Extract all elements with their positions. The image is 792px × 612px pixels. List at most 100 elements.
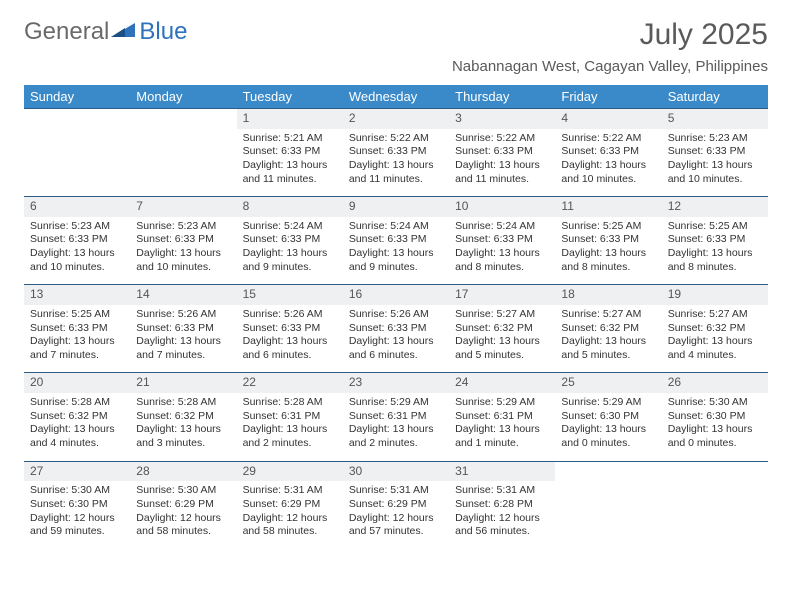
calendar-cell: 1Sunrise: 5:21 AMSunset: 6:33 PMDaylight… bbox=[237, 109, 343, 197]
sunrise-text: Sunrise: 5:28 AM bbox=[30, 396, 124, 410]
sunset-text: Sunset: 6:33 PM bbox=[561, 145, 655, 159]
sunrise-text: Sunrise: 5:25 AM bbox=[668, 220, 762, 234]
day-details: Sunrise: 5:31 AMSunset: 6:29 PMDaylight:… bbox=[237, 481, 343, 549]
day-number: 6 bbox=[24, 197, 130, 217]
day-number: 20 bbox=[24, 373, 130, 393]
sunrise-text: Sunrise: 5:28 AM bbox=[243, 396, 337, 410]
sunrise-text: Sunrise: 5:31 AM bbox=[243, 484, 337, 498]
day-details: Sunrise: 5:22 AMSunset: 6:33 PMDaylight:… bbox=[343, 129, 449, 197]
sunrise-text: Sunrise: 5:27 AM bbox=[668, 308, 762, 322]
day-details: Sunrise: 5:23 AMSunset: 6:33 PMDaylight:… bbox=[24, 217, 130, 285]
calendar-cell: 19Sunrise: 5:27 AMSunset: 6:32 PMDayligh… bbox=[662, 285, 768, 373]
day-details: Sunrise: 5:30 AMSunset: 6:29 PMDaylight:… bbox=[130, 481, 236, 549]
daylight-text: Daylight: 13 hours and 9 minutes. bbox=[243, 247, 337, 274]
calendar-cell: 31Sunrise: 5:31 AMSunset: 6:28 PMDayligh… bbox=[449, 461, 555, 549]
sunset-text: Sunset: 6:30 PM bbox=[561, 410, 655, 424]
daylight-text: Daylight: 13 hours and 0 minutes. bbox=[668, 423, 762, 450]
daylight-text: Daylight: 13 hours and 8 minutes. bbox=[455, 247, 549, 274]
sunset-text: Sunset: 6:29 PM bbox=[349, 498, 443, 512]
calendar-row: 13Sunrise: 5:25 AMSunset: 6:33 PMDayligh… bbox=[24, 285, 768, 373]
calendar-row: 27Sunrise: 5:30 AMSunset: 6:30 PMDayligh… bbox=[24, 461, 768, 549]
sunrise-text: Sunrise: 5:24 AM bbox=[243, 220, 337, 234]
sunset-text: Sunset: 6:33 PM bbox=[455, 145, 549, 159]
calendar-cell bbox=[24, 109, 130, 197]
day-number: 22 bbox=[237, 373, 343, 393]
day-number: 13 bbox=[24, 285, 130, 305]
sunset-text: Sunset: 6:33 PM bbox=[243, 145, 337, 159]
daylight-text: Daylight: 13 hours and 8 minutes. bbox=[668, 247, 762, 274]
calendar-cell: 29Sunrise: 5:31 AMSunset: 6:29 PMDayligh… bbox=[237, 461, 343, 549]
calendar-cell: 13Sunrise: 5:25 AMSunset: 6:33 PMDayligh… bbox=[24, 285, 130, 373]
daylight-text: Daylight: 12 hours and 58 minutes. bbox=[136, 512, 230, 539]
daylight-text: Daylight: 13 hours and 0 minutes. bbox=[561, 423, 655, 450]
logo-text-1: General bbox=[24, 18, 109, 46]
weekday-header: Monday bbox=[130, 85, 236, 109]
sunrise-text: Sunrise: 5:25 AM bbox=[30, 308, 124, 322]
calendar-cell: 8 Sunrise: 5:24 AMSunset: 6:33 PMDaylight… bbox=[237, 197, 343, 285]
day-details: Sunrise: 5:25 AMSunset: 6:33 PMDaylight:… bbox=[555, 217, 661, 285]
day-number: 9 bbox=[343, 197, 449, 217]
daylight-text: Daylight: 13 hours and 10 minutes. bbox=[136, 247, 230, 274]
day-details: Sunrise: 5:24 AMSunset: 6:33 PMDaylight:… bbox=[343, 217, 449, 285]
daylight-text: Daylight: 13 hours and 3 minutes. bbox=[136, 423, 230, 450]
day-details: Sunrise: 5:26 AMSunset: 6:33 PMDaylight:… bbox=[237, 305, 343, 373]
month-title: July 2025 bbox=[452, 18, 768, 52]
calendar-cell: 27Sunrise: 5:30 AMSunset: 6:30 PMDayligh… bbox=[24, 461, 130, 549]
calendar-cell: 28Sunrise: 5:30 AMSunset: 6:29 PMDayligh… bbox=[130, 461, 236, 549]
daylight-text: Daylight: 13 hours and 1 minute. bbox=[455, 423, 549, 450]
day-details: Sunrise: 5:21 AMSunset: 6:33 PMDaylight:… bbox=[237, 129, 343, 197]
day-details: Sunrise: 5:30 AMSunset: 6:30 PMDaylight:… bbox=[662, 393, 768, 461]
sunset-text: Sunset: 6:33 PM bbox=[30, 233, 124, 247]
sunrise-text: Sunrise: 5:31 AM bbox=[455, 484, 549, 498]
calendar-cell: 4Sunrise: 5:22 AMSunset: 6:33 PMDaylight… bbox=[555, 109, 661, 197]
day-details: Sunrise: 5:23 AMSunset: 6:33 PMDaylight:… bbox=[662, 129, 768, 197]
daylight-text: Daylight: 13 hours and 11 minutes. bbox=[349, 159, 443, 186]
day-number: 19 bbox=[662, 285, 768, 305]
day-number: 12 bbox=[662, 197, 768, 217]
day-number: 26 bbox=[662, 373, 768, 393]
calendar-cell: 21Sunrise: 5:28 AMSunset: 6:32 PMDayligh… bbox=[130, 373, 236, 461]
sunset-text: Sunset: 6:32 PM bbox=[561, 322, 655, 336]
sunrise-text: Sunrise: 5:28 AM bbox=[136, 396, 230, 410]
day-number: 11 bbox=[555, 197, 661, 217]
daylight-text: Daylight: 13 hours and 4 minutes. bbox=[30, 423, 124, 450]
sunset-text: Sunset: 6:31 PM bbox=[243, 410, 337, 424]
day-number: 5 bbox=[662, 109, 768, 129]
sunrise-text: Sunrise: 5:30 AM bbox=[30, 484, 124, 498]
day-details: Sunrise: 5:28 AMSunset: 6:32 PMDaylight:… bbox=[130, 393, 236, 461]
sunset-text: Sunset: 6:33 PM bbox=[349, 233, 443, 247]
day-number: 17 bbox=[449, 285, 555, 305]
calendar-cell: 30Sunrise: 5:31 AMSunset: 6:29 PMDayligh… bbox=[343, 461, 449, 549]
day-details: Sunrise: 5:25 AMSunset: 6:33 PMDaylight:… bbox=[662, 217, 768, 285]
sunset-text: Sunset: 6:33 PM bbox=[136, 322, 230, 336]
daylight-text: Daylight: 13 hours and 6 minutes. bbox=[349, 335, 443, 362]
sunset-text: Sunset: 6:32 PM bbox=[136, 410, 230, 424]
sunrise-text: Sunrise: 5:23 AM bbox=[30, 220, 124, 234]
sunrise-text: Sunrise: 5:22 AM bbox=[349, 132, 443, 146]
sunrise-text: Sunrise: 5:26 AM bbox=[349, 308, 443, 322]
logo-text-2: Blue bbox=[139, 18, 187, 46]
calendar-cell: 5Sunrise: 5:23 AMSunset: 6:33 PMDaylight… bbox=[662, 109, 768, 197]
daylight-text: Daylight: 13 hours and 9 minutes. bbox=[349, 247, 443, 274]
daylight-text: Daylight: 13 hours and 7 minutes. bbox=[136, 335, 230, 362]
day-details: Sunrise: 5:31 AMSunset: 6:29 PMDaylight:… bbox=[343, 481, 449, 549]
day-number: 30 bbox=[343, 462, 449, 482]
calendar-cell: 25Sunrise: 5:29 AMSunset: 6:30 PMDayligh… bbox=[555, 373, 661, 461]
sunset-text: Sunset: 6:28 PM bbox=[455, 498, 549, 512]
day-number: 1 bbox=[237, 109, 343, 129]
sunset-text: Sunset: 6:33 PM bbox=[243, 322, 337, 336]
sunrise-text: Sunrise: 5:26 AM bbox=[243, 308, 337, 322]
calendar-cell: 3Sunrise: 5:22 AMSunset: 6:33 PMDaylight… bbox=[449, 109, 555, 197]
daylight-text: Daylight: 13 hours and 6 minutes. bbox=[243, 335, 337, 362]
sunset-text: Sunset: 6:33 PM bbox=[136, 233, 230, 247]
day-number: 15 bbox=[237, 285, 343, 305]
calendar-cell: 16Sunrise: 5:26 AMSunset: 6:33 PMDayligh… bbox=[343, 285, 449, 373]
daylight-text: Daylight: 13 hours and 5 minutes. bbox=[561, 335, 655, 362]
day-number: 16 bbox=[343, 285, 449, 305]
day-number: 24 bbox=[449, 373, 555, 393]
sunset-text: Sunset: 6:33 PM bbox=[243, 233, 337, 247]
sunset-text: Sunset: 6:33 PM bbox=[668, 145, 762, 159]
day-number: 8 bbox=[237, 197, 343, 217]
day-number: 27 bbox=[24, 462, 130, 482]
sunrise-text: Sunrise: 5:25 AM bbox=[561, 220, 655, 234]
